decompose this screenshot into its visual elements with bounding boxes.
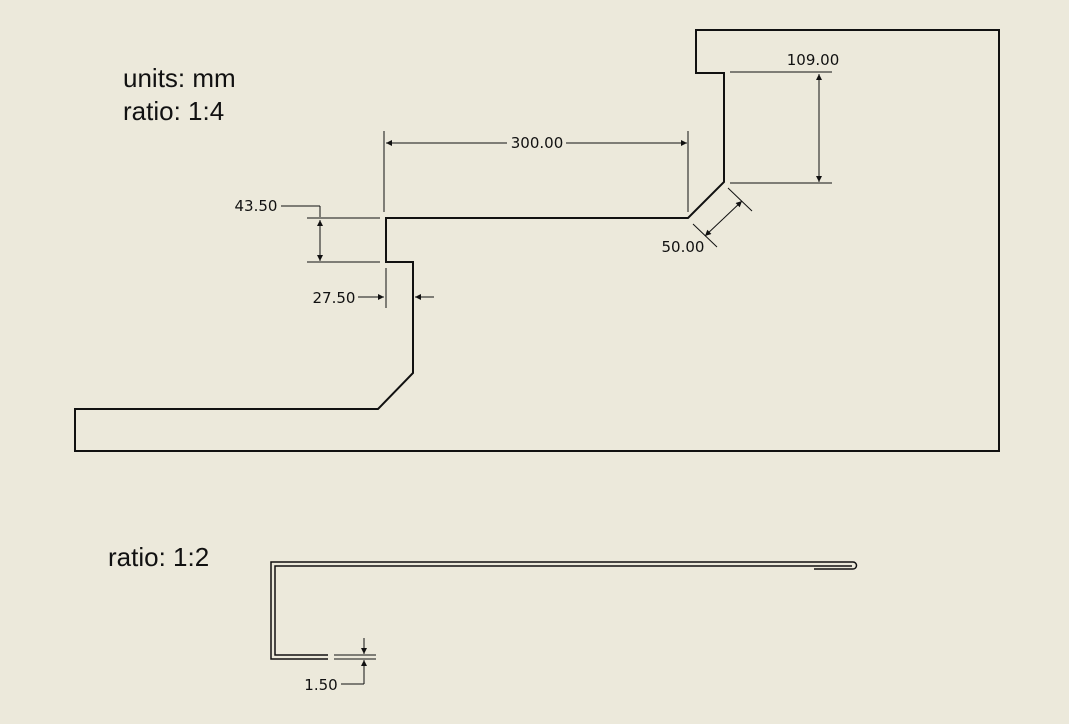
dimension-50-label: 50.00 <box>662 238 705 256</box>
dimension-109-label: 109.00 <box>787 51 840 69</box>
dimension-1-5: 1.50 <box>304 638 376 694</box>
dimension-109: 109.00 <box>730 51 840 184</box>
ratio-note-top: ratio: 1:4 <box>123 96 225 126</box>
units-note: units: mm <box>123 63 236 93</box>
dimension-27-5: 27.50 <box>313 268 434 308</box>
dimension-43-5-label: 43.50 <box>235 197 278 215</box>
dimension-300: 300.00 <box>383 131 689 212</box>
dimension-1-5-label: 1.50 <box>304 676 337 694</box>
ratio-note-bottom: ratio: 1:2 <box>108 542 210 572</box>
dimension-43-5: 43.50 <box>235 197 380 263</box>
section-profile-outline <box>274 565 852 656</box>
section-profile-inner <box>270 561 858 660</box>
dimension-27-5-label: 27.50 <box>313 289 356 307</box>
dimension-300-label: 300.00 <box>511 134 564 152</box>
main-profile-outline <box>74 29 1000 452</box>
dimension-50: 50.00 <box>662 187 753 256</box>
